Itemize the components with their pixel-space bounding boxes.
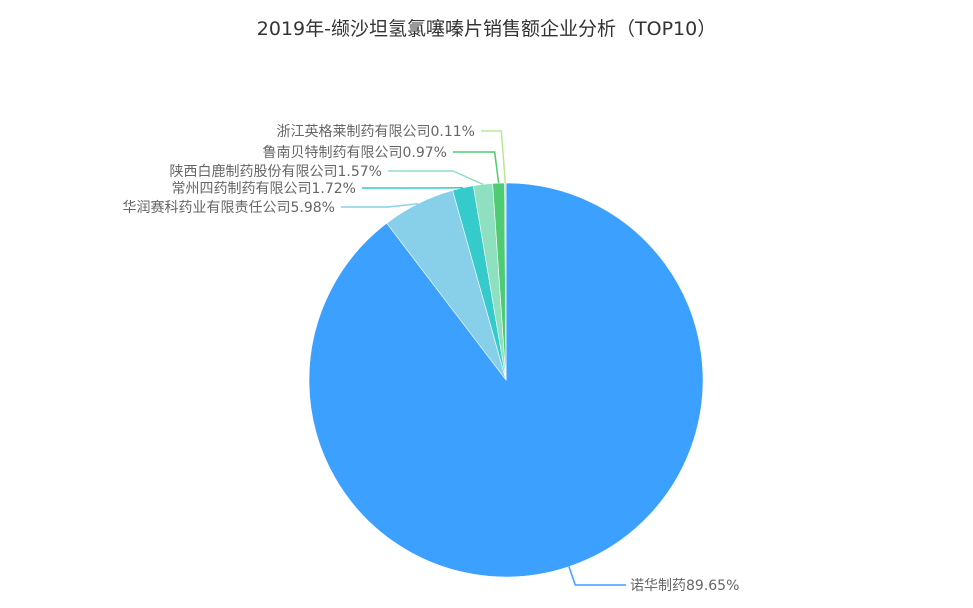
leader-line xyxy=(341,202,419,208)
slice-label: 华润赛科药业有限责任公司5.98% xyxy=(123,200,335,216)
chart-title: 2019年-缬沙坦氢氯噻嗪片销售额企业分析（TOP10） xyxy=(256,18,717,40)
leader-line xyxy=(453,151,500,184)
slice-label: 陕西白鹿制药股份有限公司1.57% xyxy=(170,163,382,180)
slice-label: 浙江英格莱制药有限公司0.11% xyxy=(277,123,475,140)
slice-label: 诺华制药89.65% xyxy=(630,578,739,594)
slice-label: 常州四药制药有限公司1.72% xyxy=(172,181,356,197)
leader-line xyxy=(481,130,507,184)
slice-label: 鲁南贝特制药有限公司0.97% xyxy=(263,145,447,161)
leader-line xyxy=(568,566,626,586)
leader-line xyxy=(388,170,484,186)
